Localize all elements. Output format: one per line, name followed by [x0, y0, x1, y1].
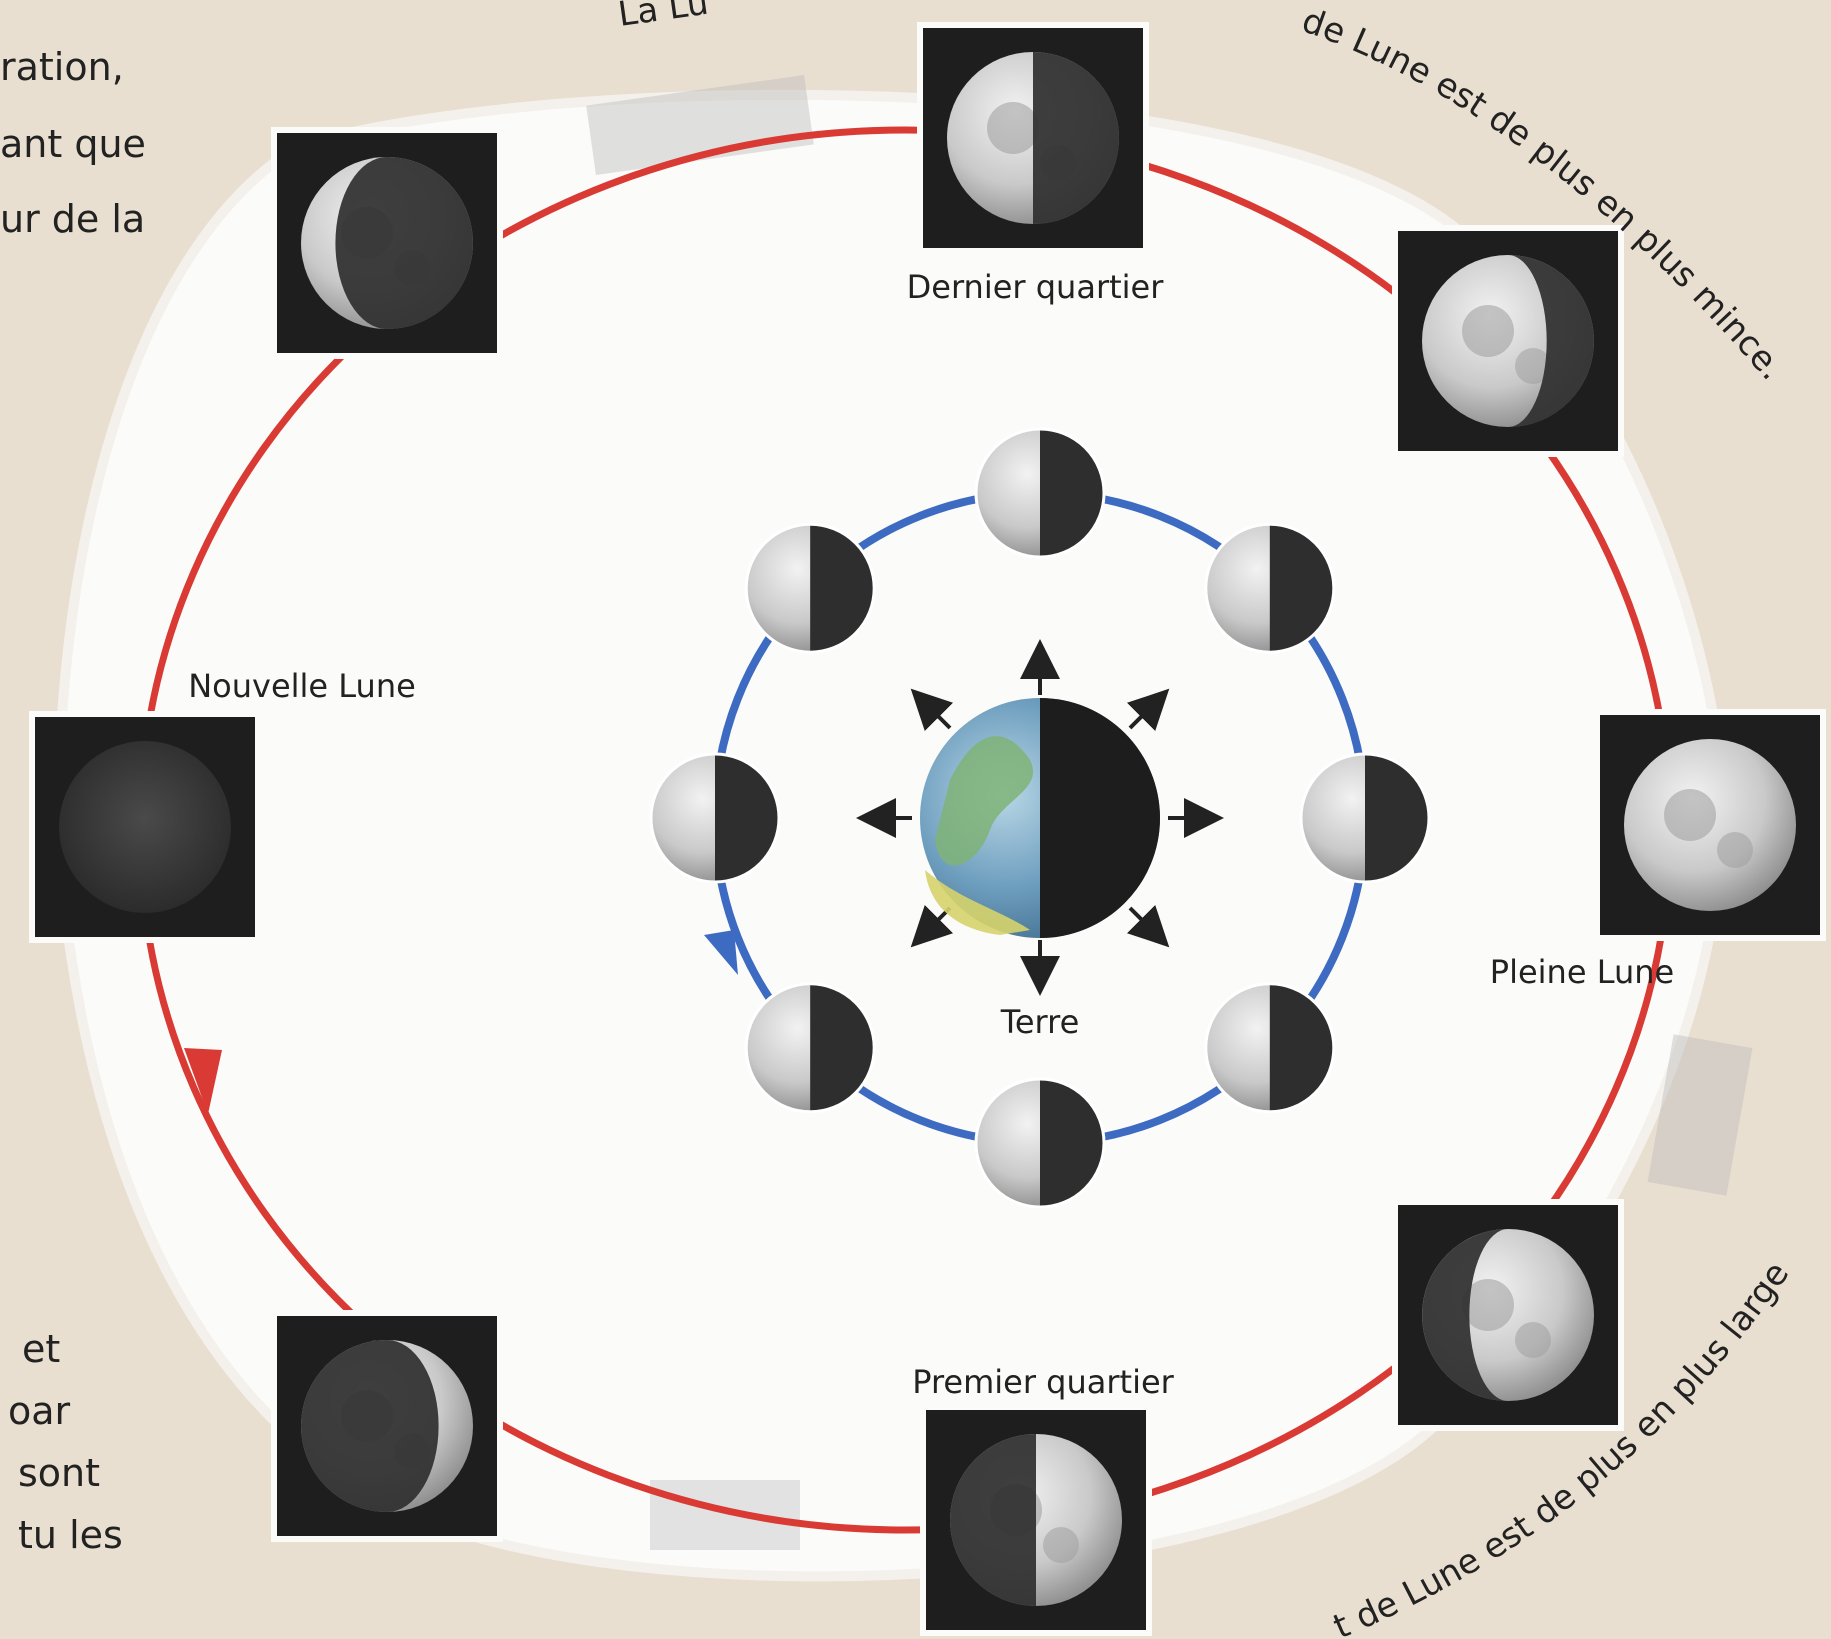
left-text-bottom-line-3: sont [18, 1451, 100, 1495]
label-last-quarter: Dernier quartier [907, 268, 1165, 306]
left-text-top-line-2: ant que [0, 122, 146, 166]
inner-moon [1204, 982, 1336, 1114]
moon-phase-tile [1392, 1199, 1624, 1431]
inner-moon [974, 1077, 1106, 1209]
inner-moon [744, 522, 876, 654]
inner-moons [649, 427, 1431, 1209]
inner-orbit-arrow [704, 930, 738, 975]
left-text-bottom-line-1: et [22, 1327, 60, 1371]
left-text-top-line-3: ur de la [0, 197, 145, 241]
left-text-bottom-line-2: oar [8, 1389, 71, 1433]
moon-phase-tile [271, 1310, 503, 1542]
left-text-bottom-line-4: tu les [18, 1513, 123, 1557]
inner-moon [1299, 752, 1431, 884]
left-text-bottom: et oar sont tu les [8, 1327, 123, 1557]
left-text-top-line-1: ration, [0, 45, 124, 89]
tape-right [1647, 1034, 1753, 1196]
left-text-top: ration, ant que ur de la [0, 45, 146, 241]
inner-moon [1204, 522, 1336, 654]
moon-phase-tile [1594, 709, 1826, 941]
earth-rays [856, 639, 1224, 996]
moon-phase-tile [271, 127, 503, 359]
label-earth: Terre [1000, 1003, 1080, 1041]
tape-top [586, 75, 814, 175]
moon-phase-tile [29, 711, 261, 943]
label-new-moon: Nouvelle Lune [188, 667, 416, 705]
outer-moon-tiles [29, 22, 1826, 1636]
label-full-moon: Pleine Lune [1490, 953, 1674, 991]
outer-orbit-arrow [184, 1048, 222, 1114]
inner-moon [974, 427, 1106, 559]
label-first-quarter: Premier quartier [912, 1363, 1174, 1401]
arc-text-top-left-fragment: La Lu [616, 0, 711, 35]
earth [920, 698, 1160, 938]
moon-phase-tile [1392, 225, 1624, 457]
moon-phase-tile [920, 1404, 1152, 1636]
moon-phase-tile [917, 22, 1149, 254]
tape-bottom [650, 1480, 800, 1550]
inner-moon [649, 752, 781, 884]
inner-moon [744, 982, 876, 1114]
